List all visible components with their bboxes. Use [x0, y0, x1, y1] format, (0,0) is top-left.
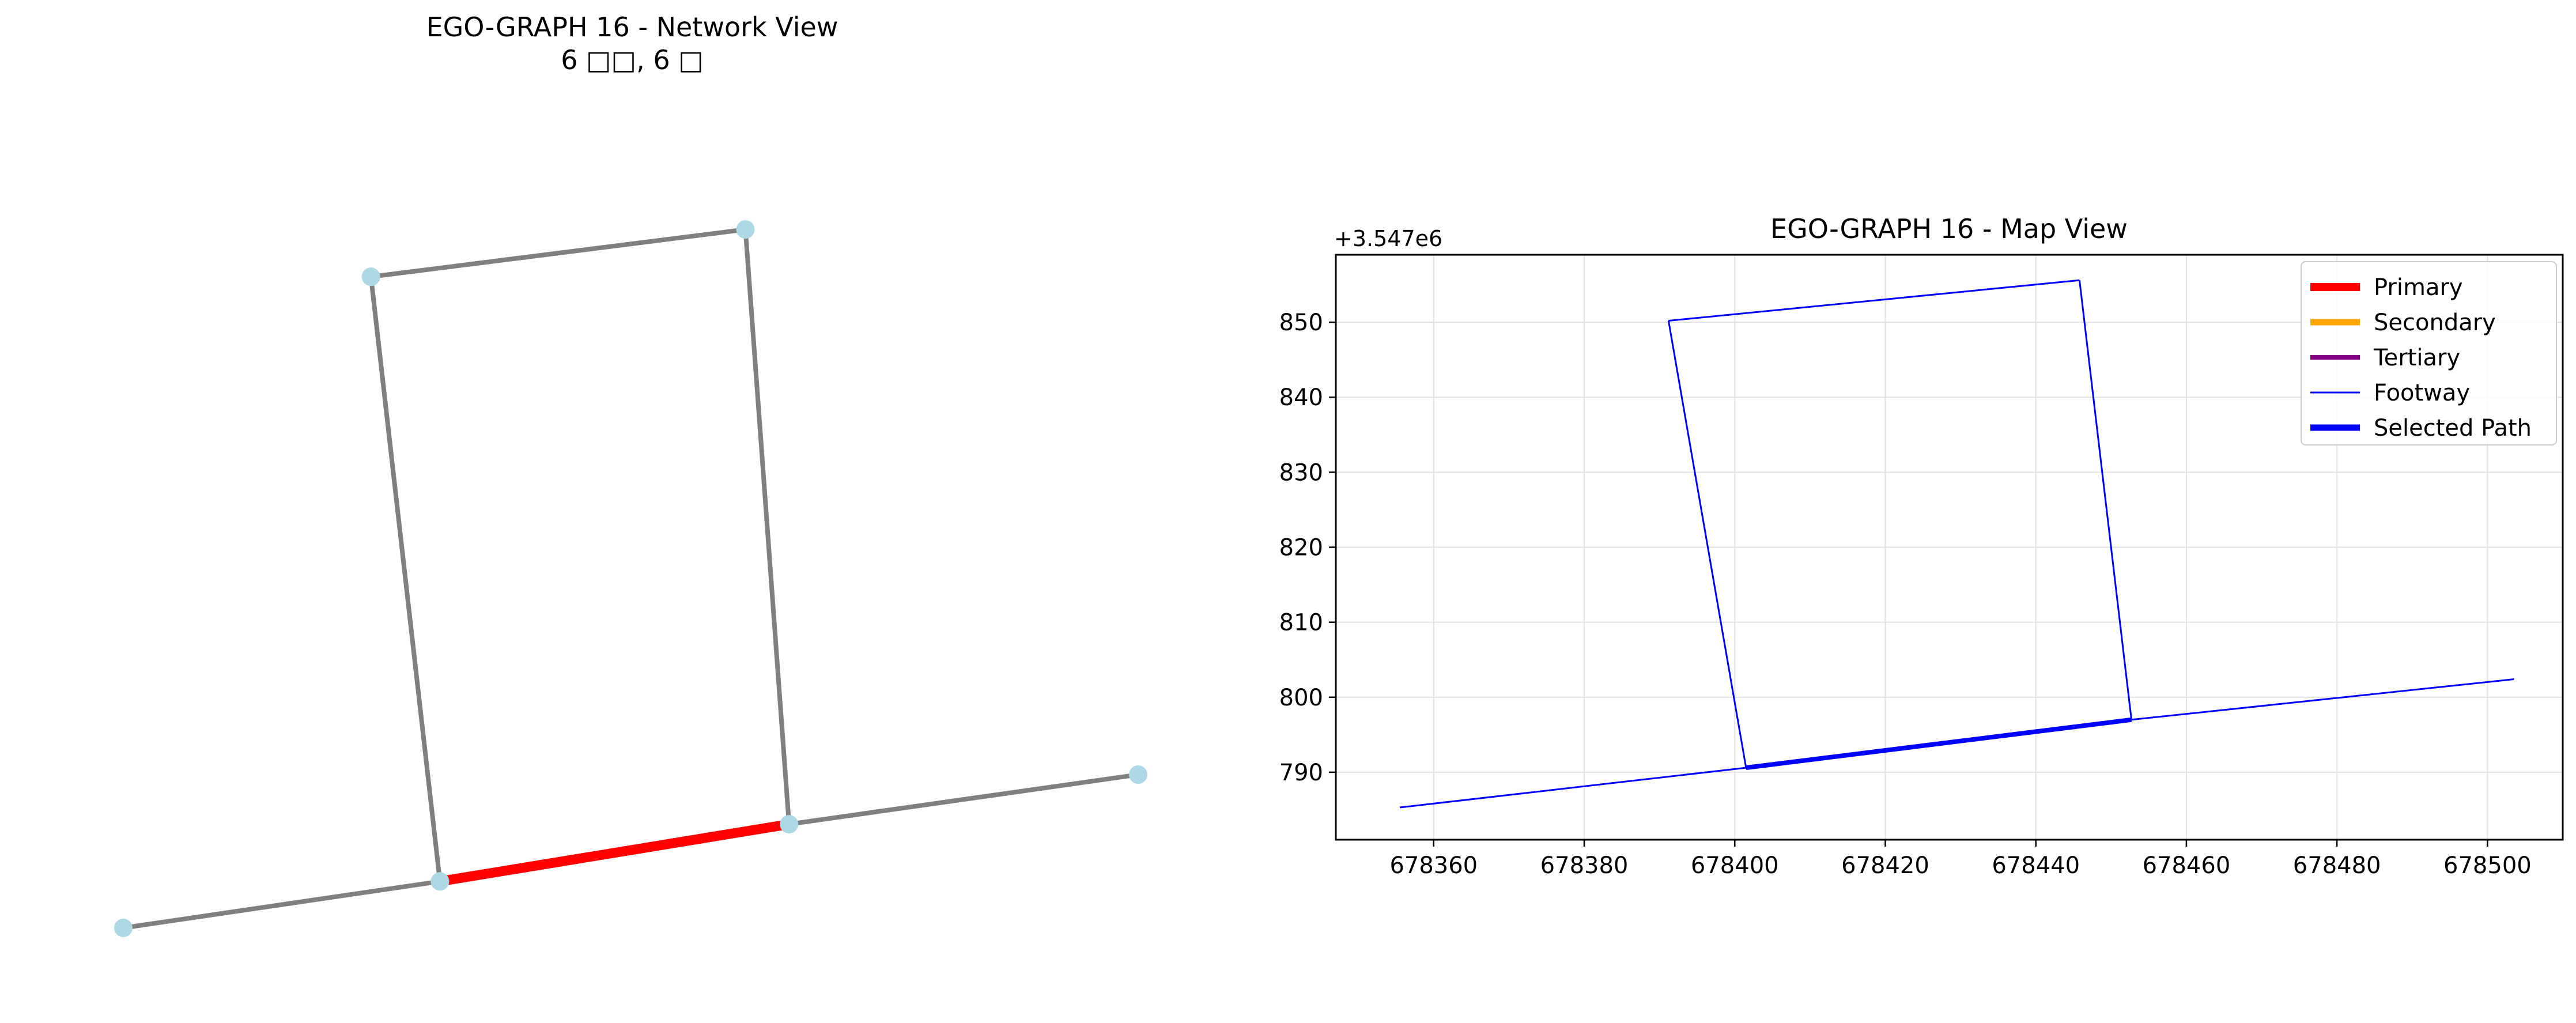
network-edge	[368, 276, 443, 882]
y-tick-label: 810	[1279, 610, 1323, 636]
y-offset-label: +3.547e6	[1334, 226, 1442, 251]
network-nodes	[114, 220, 1147, 937]
network-edges	[123, 227, 1139, 930]
x-tick-label: 678420	[1841, 852, 1929, 879]
map-footway-line	[1667, 320, 1747, 768]
map-footway-line	[2131, 678, 2514, 721]
network-node	[430, 872, 450, 891]
legend-label: Tertiary	[2373, 345, 2460, 371]
map-footway-line	[2078, 280, 2133, 720]
x-tick-label: 678500	[2443, 852, 2532, 879]
map-view-title: EGO-GRAPH 16 - Map View	[1770, 213, 2128, 244]
x-tick-label: 678460	[2143, 852, 2231, 879]
network-edge-highlighted	[439, 819, 790, 886]
y-tick-label: 830	[1279, 459, 1323, 486]
network-edge	[123, 879, 441, 930]
network-edge	[371, 227, 746, 280]
legend-label: Selected Path	[2374, 415, 2532, 441]
legend-box	[2301, 261, 2557, 446]
network-node	[736, 220, 755, 239]
network-view-title: EGO-GRAPH 16 - Network View	[426, 12, 838, 43]
map-ticks: 678360 678380 678400 678420 678440 678460 6784…	[1279, 309, 2532, 879]
map-view-panel: EGO-GRAPH 16 - Map View +3.547e6 678360 6…	[1279, 213, 2564, 879]
network-edge	[788, 772, 1139, 827]
map-legend: Primary Secondary Tertiary Footway Selected …	[2301, 261, 2557, 446]
y-tick-label: 800	[1279, 685, 1323, 711]
map-lines	[1399, 279, 2514, 809]
network-node	[361, 267, 380, 286]
legend-label: Primary	[2374, 274, 2463, 301]
network-view-subtitle: 6 □□, 6 □	[561, 44, 703, 76]
x-tick-label: 678380	[1540, 852, 1629, 879]
network-view-panel: EGO-GRAPH 16 - Network View 6 □□, 6 □	[114, 12, 1147, 937]
map-footway-line	[1399, 767, 1747, 809]
y-tick-label: 850	[1279, 309, 1323, 336]
y-tick-label: 840	[1279, 384, 1323, 411]
x-tick-label: 678400	[1691, 852, 1779, 879]
network-node	[780, 815, 799, 834]
x-tick-label: 678480	[2293, 852, 2381, 879]
y-tick-label: 790	[1279, 760, 1323, 786]
legend-label: Secondary	[2374, 309, 2496, 336]
map-footway-line	[1668, 279, 2080, 322]
network-node	[114, 919, 133, 937]
x-tick-label: 678360	[1389, 852, 1478, 879]
legend-label: Footway	[2374, 380, 2470, 406]
map-selected-path	[1746, 717, 2132, 771]
x-tick-label: 678440	[1992, 852, 2080, 879]
network-edge	[743, 229, 792, 825]
y-tick-label: 820	[1279, 535, 1323, 561]
network-node	[1129, 765, 1147, 784]
